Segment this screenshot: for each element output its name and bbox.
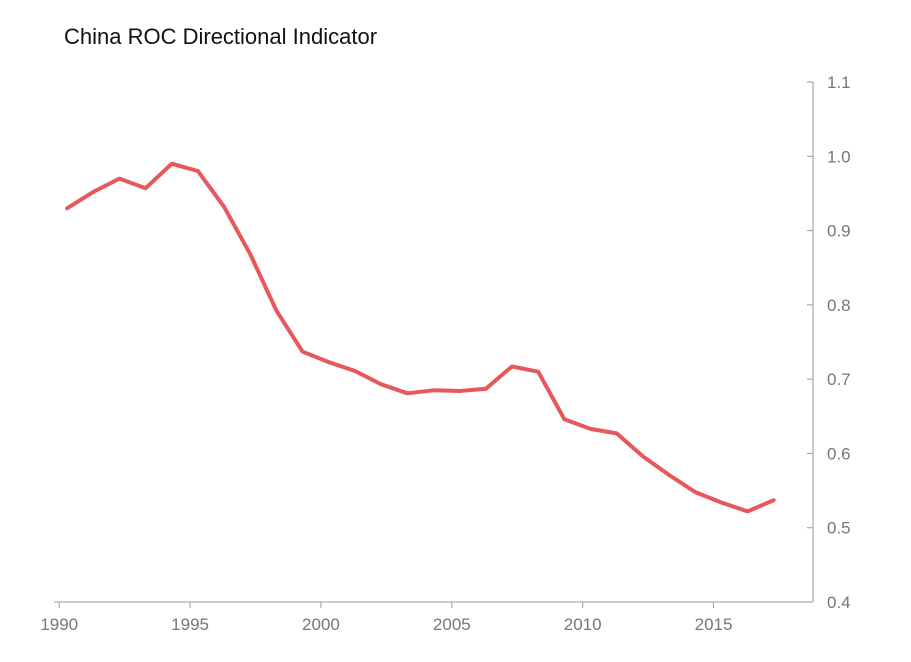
data-point <box>510 365 514 369</box>
data-point <box>274 309 278 313</box>
data-point <box>641 454 645 458</box>
series-group <box>65 161 776 514</box>
data-point <box>589 427 593 431</box>
data-point <box>458 389 462 393</box>
x-tick-label: 2010 <box>564 615 602 634</box>
data-point <box>746 509 750 513</box>
data-point <box>327 360 331 364</box>
data-point <box>432 388 436 392</box>
data-point <box>353 369 357 373</box>
x-tick-label: 1990 <box>40 615 78 634</box>
data-point <box>562 417 566 421</box>
data-point <box>405 391 409 395</box>
x-tick-label: 2005 <box>433 615 471 634</box>
y-tick-label: 1.0 <box>827 147 851 166</box>
y-tick-label: 0.5 <box>827 519 851 538</box>
y-tick-label: 1.1 <box>827 73 851 92</box>
data-point <box>248 252 252 256</box>
x-tick-label: 1995 <box>171 615 209 634</box>
data-point <box>170 162 174 166</box>
x-tick-label: 2000 <box>302 615 340 634</box>
data-point <box>301 350 305 354</box>
x-tick-label: 2015 <box>695 615 733 634</box>
data-point <box>536 370 540 374</box>
data-point <box>196 169 200 173</box>
data-point <box>615 431 619 435</box>
data-point <box>144 186 148 190</box>
data-point <box>117 177 121 181</box>
data-point <box>667 473 671 477</box>
data-point <box>719 500 723 504</box>
data-point <box>222 205 226 209</box>
data-point <box>693 490 697 494</box>
y-tick-label: 0.8 <box>827 296 851 315</box>
data-point <box>65 206 69 210</box>
series-line <box>65 161 776 514</box>
data-point <box>484 387 488 391</box>
y-tick-label: 0.6 <box>827 444 851 463</box>
x-axis-ticks: 1990 1995 2000 2005 2010 2015 <box>40 602 732 634</box>
y-axis-ticks: 0.4 0.5 0.6 0.7 0.8 0.9 1.0 1.1 <box>807 73 851 612</box>
axes-group <box>54 82 814 603</box>
y-tick-label: 0.9 <box>827 222 851 241</box>
data-point <box>379 382 383 386</box>
chart-title: China ROC Directional Indicator <box>64 24 378 49</box>
data-point <box>772 498 776 502</box>
y-tick-label: 0.4 <box>827 593 851 612</box>
data-point <box>91 190 95 194</box>
y-tick-label: 0.7 <box>827 370 851 389</box>
